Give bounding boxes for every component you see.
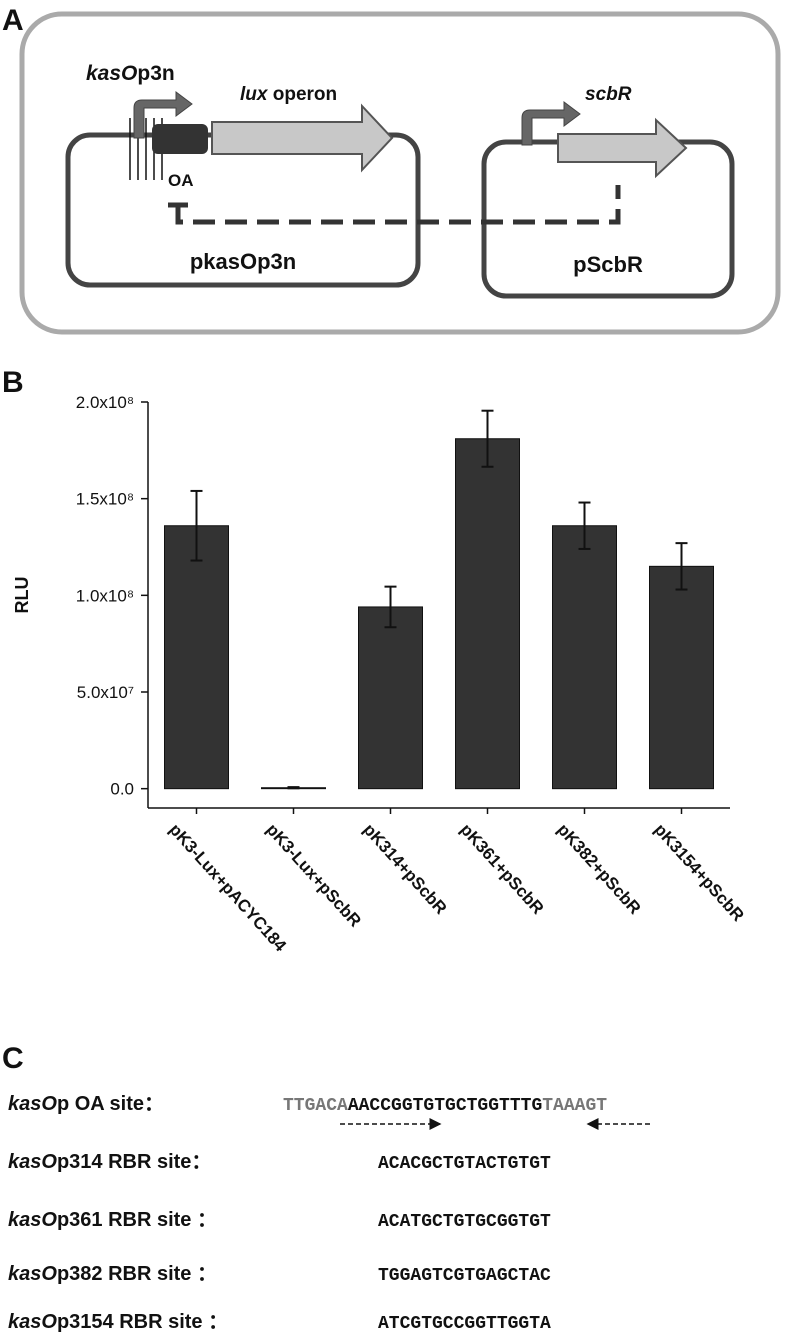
bar [358,606,423,790]
sequence: TGGAGTCGTGAGCTAC [378,1266,551,1286]
x-tick-label: pK314+pScbR [360,820,451,918]
operon-arrow [211,103,394,173]
label-part: p3n [137,62,174,85]
y-tick-label: 2.0x10⁸ [76,393,134,412]
promoter-label: kasOp3n [86,62,175,85]
site-label: OA [168,171,194,190]
site-label: kasOp361 RBR site ： [8,1209,217,1231]
y-tick-label: 1.5x10⁸ [76,490,134,509]
label-part: p3154 RBR site ： [57,1311,228,1333]
site-label: kasOp OA site： [8,1093,164,1115]
sequence: ACACGCTGTACTGTGT [378,1154,551,1174]
gene-label: scbR [585,84,632,105]
sequence-segment: TAAAGT [542,1096,607,1116]
operon-label: lux operon [240,84,337,105]
chart: 0.0 5.0x10⁷ 1.0x10⁸ 1.5x10⁸ 2.0x10⁸ pK3-Lux+p… [76,393,748,956]
x-tick-label: pK3-Lux+pScbR [263,820,365,931]
repression-line [175,185,621,225]
y-tick-label: 5.0x10⁷ [77,683,134,702]
bar [552,525,617,790]
label-part: p361 RBR site ： [57,1209,217,1231]
panel-frame [19,11,781,335]
plasmid-label: pScbR [573,252,643,277]
x-tick-label: pK361+pScbR [457,820,548,918]
site-label: kasOp3154 RBR site ： [8,1311,228,1333]
bar [649,565,714,790]
label-part: p OA site： [57,1093,164,1115]
sequence-segment: ATCGTGCCGGTTGGTA [378,1314,551,1334]
label-part: p382 RBR site ： [57,1263,217,1285]
sequence: ACATGCTGTGCGGTGT [378,1212,551,1232]
site-label: kasOp314 RBR site： [8,1151,211,1173]
panel-label: C [2,1042,24,1075]
sequence-segment: AACCGGTGTGCTGGTTTG [348,1096,542,1116]
sequence-segment: ACACGCTGTACTGTGT [378,1154,551,1174]
bar [164,525,229,790]
panel-label: B [2,366,24,399]
italic-part: kasO [86,62,137,85]
label-part: operon [267,84,337,105]
italic-part: kasO [8,1311,57,1333]
y-tick-label: 0.0 [110,780,134,799]
italic-part: kasO [8,1151,57,1173]
label-part: p314 RBR site： [57,1151,212,1173]
sequence-segment: ACATGCTGTGCGGTGT [378,1212,551,1232]
italic-part: lux [240,84,269,105]
y-tick-label: 1.0x10⁸ [76,586,134,605]
x-tick-label: pK3154+pScbR [651,820,748,925]
bar [455,438,520,790]
sequence: ATCGTGCCGGTTGGTA [378,1314,551,1334]
site-label: kasOp382 RBR site ： [8,1263,217,1285]
sequence-list: kasOp OA site： TTGACAAACCGGTGTGCTGGTTTGTA… [8,1093,607,1334]
gene-arrow [557,117,688,179]
sequence: TTGACAAACCGGTGTGCTGGTTTGTAAAGT [283,1096,607,1116]
promoter-arrow [521,101,581,146]
italic-part: kasO [8,1263,57,1285]
italic-part: kasO [8,1093,57,1115]
sequence-segment: TGGAGTCGTGAGCTAC [378,1266,551,1286]
y-axis-label: RLU [12,577,32,614]
promoter-arrow [133,91,193,139]
sequence-segment: TTGACA [283,1096,348,1116]
plasmid-label: pkasOp3n [190,249,296,274]
x-tick-label: pK382+pScbR [554,820,645,918]
operator-box [152,124,208,154]
italic-part: kasO [8,1209,57,1231]
panel-label: A [2,4,24,37]
